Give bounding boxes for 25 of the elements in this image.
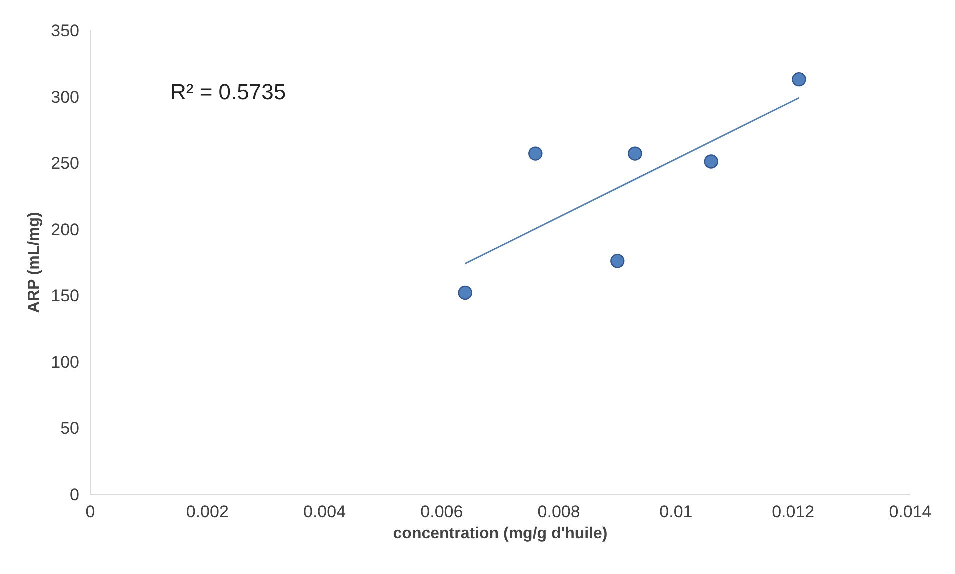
x-tick-label: 0.006 — [420, 502, 464, 522]
y-tick-label: 100 — [51, 352, 80, 372]
x-tick-label: 0.01 — [660, 502, 693, 522]
point — [792, 72, 806, 87]
point — [610, 254, 625, 268]
x-tick-label: 0.004 — [304, 502, 346, 522]
y-tick-label: 50 — [60, 419, 80, 438]
point — [704, 154, 718, 169]
y-tick-label: 200 — [51, 220, 80, 240]
x-tick-label: 0.008 — [538, 502, 580, 522]
point — [458, 286, 472, 300]
y-axis-title: ARP (mL/mg) — [26, 212, 44, 314]
x-tick-label: 0 — [86, 502, 96, 522]
annotation: R² = 0.5735 — [170, 80, 286, 104]
point — [528, 146, 543, 161]
x-tick-label: 0.012 — [772, 502, 815, 522]
y-tick-label: 0 — [70, 486, 80, 504]
y-tick-label: 350 — [51, 22, 80, 40]
y-tick-label: 250 — [51, 154, 80, 174]
x-tick-label: 0.002 — [186, 502, 229, 522]
y-tick-label: 300 — [51, 88, 80, 107]
y-tick-label: 150 — [51, 286, 80, 306]
point — [628, 146, 642, 161]
x-tick-label: 0.014 — [889, 502, 932, 522]
x-axis-title: concentration (mg/g d'huile) — [393, 526, 608, 542]
